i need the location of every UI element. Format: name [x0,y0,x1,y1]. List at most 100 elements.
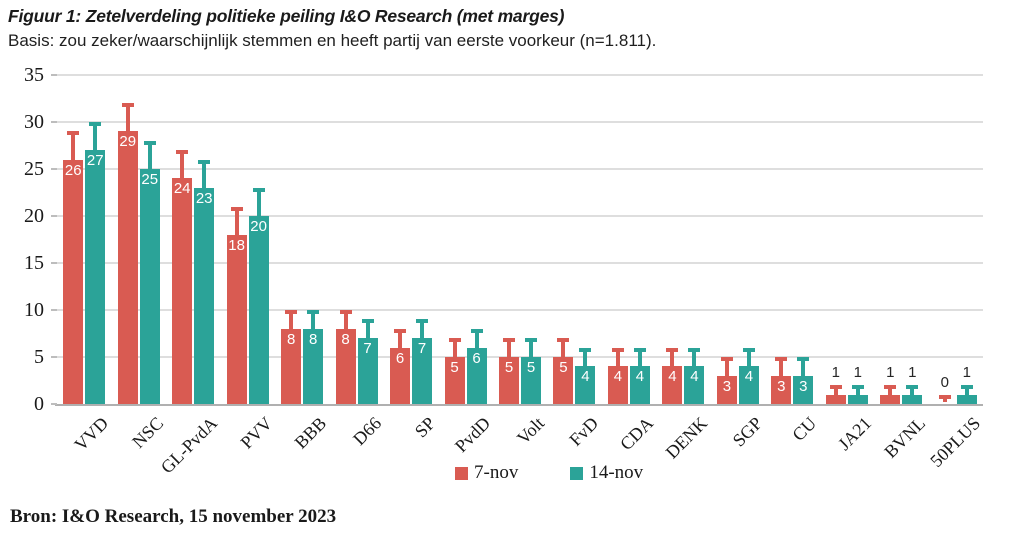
error-bar-stem [125,105,130,140]
bar-value-label: 20 [250,218,267,235]
gridline [57,121,983,123]
bar [902,394,923,404]
error-bar-cap [611,347,624,352]
y-axis-tick [51,309,57,311]
error-bar-stem [93,124,98,159]
error-bar-stem [71,133,76,168]
bar [716,375,737,404]
y-axis-tick [51,403,57,405]
error-bar-cap [67,131,80,136]
error-bar-stem [474,330,479,356]
error-bar-stem [583,349,588,375]
bar [226,234,247,404]
chart-legend: 7-nov 14-nov [455,462,644,483]
error-bar-stem [724,359,729,384]
bar-value-label: 25 [141,171,159,188]
bar [466,347,487,404]
bar-value-label: 8 [308,330,318,348]
x-axis-line [55,404,983,406]
bar-value-label: 0 [940,373,949,391]
y-axis-tick [51,168,57,170]
bar [956,394,977,404]
source-text: Bron: I&O Research, 15 november 2023 [10,506,337,527]
bar [793,375,814,404]
bar [412,338,433,404]
bar-value-label: 7 [363,340,372,358]
error-bar-cap [416,319,429,324]
error-bar-cap [394,328,407,333]
bar-value-label: 1 [886,364,895,382]
error-bar-cap [121,103,134,108]
error-bar-stem [452,340,457,365]
bar-value-label: 5 [526,359,536,376]
bar [139,169,160,404]
error-bar-cap [198,159,211,164]
bar-value-label: 3 [777,377,786,395]
y-axis-tick-label: 20 [24,205,44,227]
y-axis-tick-label: 25 [24,158,44,180]
bar [662,366,683,404]
bar [335,328,356,404]
bar-value-label: 4 [668,368,677,386]
bar [281,328,302,404]
error-bar-stem [180,152,185,187]
error-bar-cap [525,338,537,343]
bar [575,366,596,404]
error-bar-stem [343,312,348,337]
y-axis-tick-label: 35 [24,64,44,86]
error-bar-cap [176,150,189,155]
y-axis-tick [51,262,57,264]
error-bar-stem [398,330,403,356]
bar-value-label: 3 [722,377,732,395]
error-bar-cap [938,394,951,399]
bar-value-label: 5 [450,359,459,376]
bar [771,375,792,404]
bar [390,347,411,404]
legend-swatch-icon [455,467,468,480]
error-bar-cap [503,338,515,343]
error-bar-cap [579,347,592,352]
legend-swatch-icon [570,467,584,480]
error-bar-cap [884,385,897,390]
gridline [57,168,983,170]
bar [85,150,106,404]
bar [553,357,574,404]
error-bar-stem [670,349,675,375]
bar-value-label: 26 [64,161,82,179]
bar-value-label: 18 [228,236,245,254]
error-bar-stem [202,161,207,196]
error-bar-cap [307,310,320,314]
legend-label: 7-nov [474,462,519,483]
error-bar-stem [234,208,239,243]
y-axis-tick-label: 0 [34,393,44,415]
error-bar-stem [529,340,533,365]
error-bar-cap [688,347,701,352]
bar-value-label: 27 [86,152,104,170]
error-bar-cap [361,319,374,324]
error-bar-stem [561,340,566,365]
error-bar-cap [797,357,810,361]
bar-value-label: 5 [504,359,514,376]
bar [248,216,269,404]
error-bar-stem [256,189,261,224]
y-axis-tick [51,215,57,217]
error-bar-stem [147,142,152,177]
chart-title: Figuur 1: Zetelverdeling politieke peili… [8,6,565,26]
bar [684,366,705,404]
legend-item-14-nov: 14-nov [570,462,644,483]
error-bar-cap [633,347,646,352]
bar [521,357,541,404]
error-bar-cap [742,347,755,352]
error-bar-cap [829,385,842,390]
bar-value-label: 4 [581,368,590,386]
bar [194,187,215,404]
bar-value-label: 29 [119,133,137,151]
legend-label: 14-nov [589,462,644,483]
y-axis-tick [51,74,57,76]
bar [607,366,628,404]
bar-value-label: 7 [417,340,427,358]
bar-value-label: 6 [395,349,405,367]
chart-subtitle: Basis: zou zeker/waarschijnlijk stemmen … [8,31,657,50]
error-bar-stem [365,321,370,347]
